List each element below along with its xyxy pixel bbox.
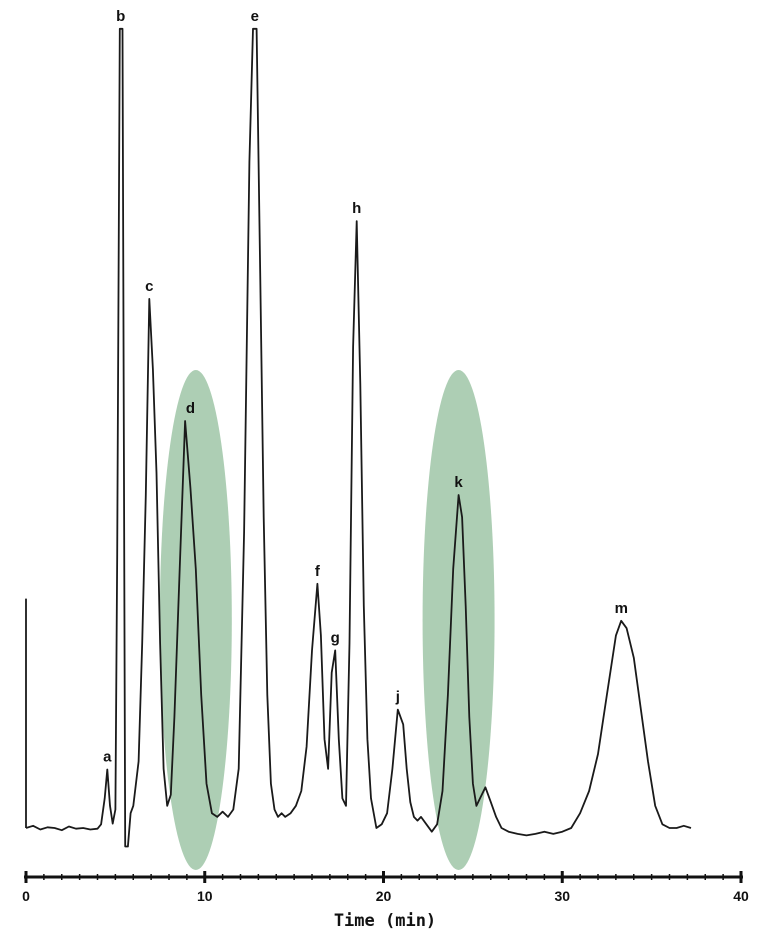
peak-label-f: f bbox=[315, 563, 321, 580]
peak-labels-layer: a b c d e f g h j k m bbox=[103, 8, 628, 766]
chromatogram-trace bbox=[25, 27, 692, 848]
highlight-ellipse-2 bbox=[422, 370, 495, 870]
peak-label-c: c bbox=[145, 278, 153, 295]
peak-label-d: d bbox=[186, 400, 195, 417]
x-axis: 0 10 20 30 40 bbox=[22, 871, 749, 904]
x-tick-label: 10 bbox=[197, 888, 213, 904]
x-axis-title: Time (min) bbox=[334, 911, 436, 931]
peak-label-b: b bbox=[116, 8, 125, 25]
peak-label-h: h bbox=[352, 200, 361, 217]
peak-label-a: a bbox=[103, 749, 112, 766]
peak-label-k: k bbox=[454, 474, 463, 491]
x-tick-label: 20 bbox=[376, 888, 392, 904]
peak-label-g: g bbox=[331, 629, 340, 646]
trace-layer bbox=[25, 27, 692, 848]
peak-label-e: e bbox=[251, 8, 259, 25]
highlights-layer bbox=[159, 370, 495, 870]
peak-label-j: j bbox=[395, 689, 400, 706]
peak-label-m: m bbox=[615, 600, 628, 617]
highlight-ellipse-1 bbox=[159, 370, 232, 870]
x-tick-label: 30 bbox=[554, 888, 570, 904]
x-tick-label: 0 bbox=[22, 888, 30, 904]
x-tick-label: 40 bbox=[733, 888, 749, 904]
